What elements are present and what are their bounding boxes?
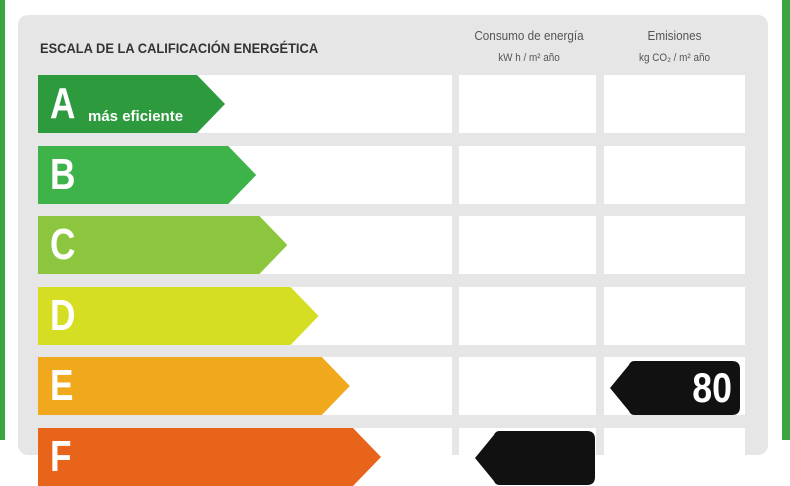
rating-note: más eficiente bbox=[88, 108, 184, 125]
column-header: Emisiones bbox=[647, 28, 702, 43]
consumption-cell bbox=[459, 286, 596, 345]
column-header: Consumo de energía bbox=[474, 28, 584, 43]
consumption-cell bbox=[459, 357, 596, 415]
rating-arrow bbox=[38, 427, 381, 486]
emissions-cell bbox=[604, 216, 745, 274]
rating-tag bbox=[610, 361, 740, 415]
rating-letter: D bbox=[50, 290, 76, 340]
rating-letter: C bbox=[50, 220, 76, 269]
consumption-cell bbox=[459, 216, 596, 274]
rating-arrow bbox=[38, 216, 288, 274]
emissions-value: 80 bbox=[692, 364, 732, 411]
column-unit: kW h / m² año bbox=[498, 52, 560, 64]
rating-letter: F bbox=[50, 431, 72, 481]
emissions-cell bbox=[604, 75, 745, 133]
rating-arrow bbox=[38, 145, 257, 204]
frame-border bbox=[782, 0, 790, 440]
frame-border bbox=[0, 0, 5, 440]
consumption-cell bbox=[459, 75, 596, 133]
emissions-cell bbox=[604, 427, 745, 486]
rating-letter: A bbox=[50, 79, 76, 128]
rating-tag bbox=[475, 431, 595, 485]
consumption-cell bbox=[459, 145, 596, 204]
rating-arrow bbox=[38, 357, 350, 415]
emissions-cell bbox=[604, 286, 745, 345]
column-unit: kg CO₂ / m² año bbox=[639, 52, 710, 64]
rating-letter: B bbox=[50, 149, 76, 199]
rating-arrow bbox=[38, 75, 225, 133]
emissions-cell bbox=[604, 145, 745, 204]
rating-arrow bbox=[38, 286, 319, 345]
label-title: ESCALA DE LA CALIFICACIÓN ENERGÉTICA bbox=[40, 40, 319, 56]
rating-letter: E bbox=[50, 361, 74, 410]
